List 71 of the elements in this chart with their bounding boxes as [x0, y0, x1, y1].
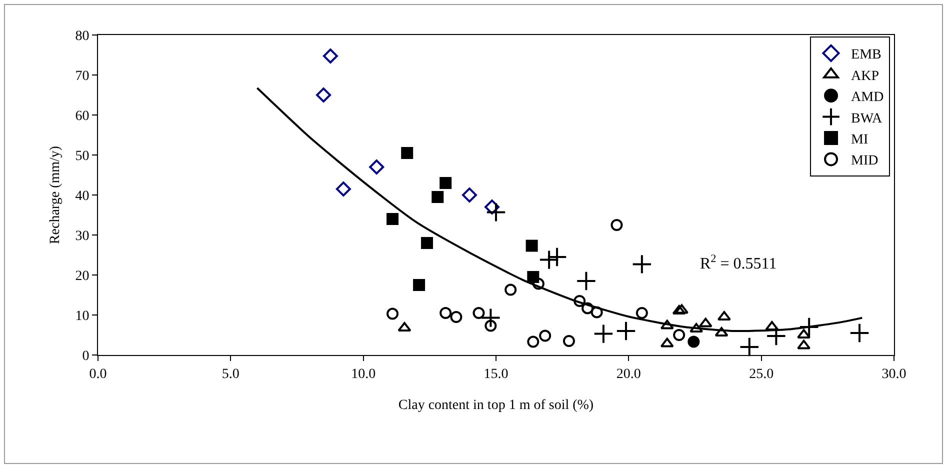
- legend-label: AKP: [851, 68, 880, 84]
- point: [369, 160, 384, 174]
- point: [450, 311, 462, 323]
- point: [593, 324, 614, 344]
- point: [674, 304, 688, 314]
- point: [546, 246, 568, 268]
- point: [698, 318, 712, 328]
- point: [432, 191, 444, 203]
- x-tick-label: 30.0: [882, 366, 906, 382]
- point: [336, 182, 351, 196]
- point: [673, 329, 686, 341]
- point: [484, 320, 497, 332]
- point: [660, 320, 674, 330]
- legend-label: MID: [851, 154, 878, 169]
- y-tick-label: 0: [82, 348, 90, 364]
- point: [660, 338, 674, 348]
- legend-label: EMB: [851, 48, 882, 63]
- legend-label: BWA: [851, 111, 884, 126]
- point: [526, 240, 538, 252]
- point: [539, 330, 552, 342]
- point: [798, 316, 820, 338]
- x-tick-label: 25.0: [749, 366, 774, 382]
- point: [316, 88, 332, 102]
- point: [440, 177, 452, 189]
- y-axis-title: Recharge (mm/y): [48, 146, 63, 244]
- x-tick-label: 10.0: [351, 366, 376, 382]
- x-tick-label: 15.0: [484, 366, 508, 382]
- point: [590, 306, 603, 318]
- legend-label: MI: [851, 132, 868, 148]
- y-tick-label: 30: [75, 228, 90, 244]
- point: [386, 213, 399, 225]
- point: [472, 307, 485, 319]
- point: [739, 336, 760, 358]
- point: [582, 302, 594, 314]
- point: [386, 308, 399, 320]
- y-tick-label: 50: [75, 148, 90, 164]
- point: [562, 335, 575, 347]
- point: [401, 147, 414, 159]
- point: [849, 322, 870, 344]
- point: [610, 219, 623, 231]
- y-tick-label: 70: [75, 68, 90, 84]
- point: [574, 295, 586, 307]
- legend-label: AMD: [851, 90, 884, 106]
- point: [636, 307, 648, 319]
- y-tick-label: 10: [75, 308, 90, 324]
- point: [616, 320, 636, 342]
- point: [484, 200, 500, 214]
- point: [462, 188, 477, 202]
- y-tick-label: 20: [75, 268, 90, 284]
- point: [480, 308, 501, 328]
- annotation: R$^{2}$ = 0.5511: [700, 253, 777, 273]
- point: [504, 284, 517, 296]
- point: [421, 237, 434, 249]
- point: [797, 340, 811, 350]
- point: [486, 202, 506, 222]
- point: [632, 254, 652, 274]
- x-tick-label: 0.0: [89, 366, 107, 382]
- point: [688, 336, 700, 348]
- point: [576, 270, 596, 292]
- y-tick-label: 80: [75, 28, 90, 44]
- point: [322, 48, 338, 64]
- x-tick-label: 20.0: [616, 366, 641, 382]
- y-tick-label: 60: [75, 108, 90, 124]
- point: [532, 278, 544, 290]
- point: [413, 279, 426, 291]
- y-tick-label: 40: [75, 188, 90, 204]
- point: [527, 336, 540, 348]
- x-axis-title: Clay content in top 1 m of soil (%): [398, 398, 594, 414]
- point: [766, 326, 786, 346]
- point: [440, 307, 452, 319]
- x-tick-label: 5.0: [222, 366, 240, 382]
